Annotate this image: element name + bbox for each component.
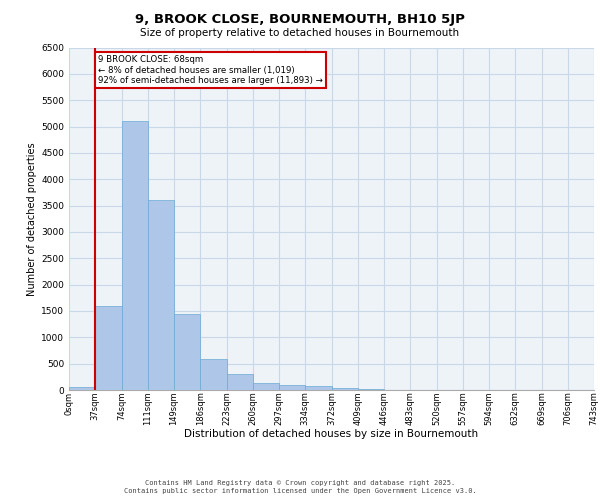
Bar: [331, 388, 358, 390]
Y-axis label: Number of detached properties: Number of detached properties: [27, 142, 37, 296]
Bar: [227, 374, 253, 390]
Bar: [200, 359, 227, 390]
Bar: [148, 200, 174, 390]
Text: 9, BROOK CLOSE, BOURNEMOUTH, BH10 5JP: 9, BROOK CLOSE, BOURNEMOUTH, BH10 5JP: [135, 12, 465, 26]
Text: Contains HM Land Registry data © Crown copyright and database right 2025.
Contai: Contains HM Land Registry data © Crown c…: [124, 480, 476, 494]
Text: 9 BROOK CLOSE: 68sqm
← 8% of detached houses are smaller (1,019)
92% of semi-det: 9 BROOK CLOSE: 68sqm ← 8% of detached ho…: [98, 56, 323, 85]
Bar: [69, 388, 95, 390]
Bar: [305, 386, 331, 390]
Bar: [174, 314, 200, 390]
Bar: [121, 122, 148, 390]
X-axis label: Distribution of detached houses by size in Bournemouth: Distribution of detached houses by size …: [184, 430, 479, 440]
Text: Size of property relative to detached houses in Bournemouth: Size of property relative to detached ho…: [140, 28, 460, 38]
Bar: [253, 383, 279, 390]
Bar: [95, 306, 121, 390]
Bar: [279, 384, 305, 390]
